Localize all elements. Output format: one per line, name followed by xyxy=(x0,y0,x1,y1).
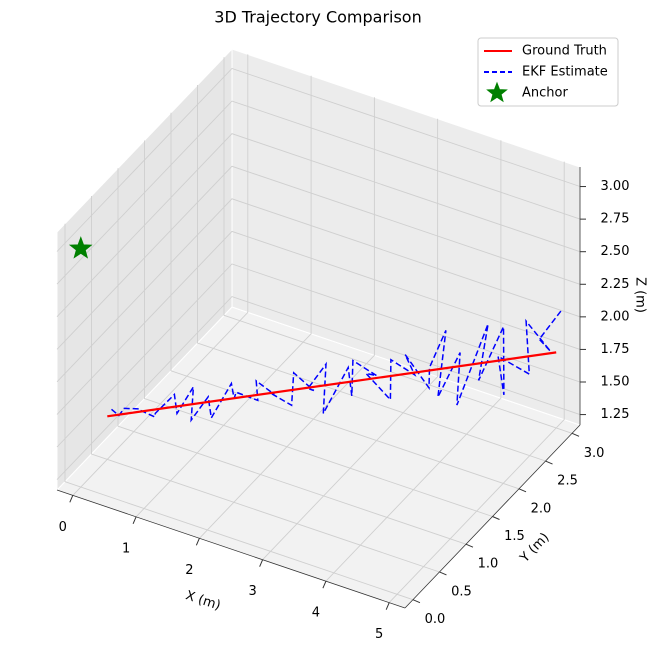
y-tick-label: 0.5 xyxy=(451,584,472,599)
grid-line xyxy=(64,223,414,601)
x-tick xyxy=(195,538,200,546)
axes: 0 1 2 3 4 5 0.0 0.5 1.0 1.5 2.0 2.5 3.0 1.25 1.50 1.75 2… xyxy=(56,167,630,642)
x-tick-label: 1 xyxy=(122,541,130,556)
x-tick xyxy=(322,580,327,589)
z-axis-label: Z (m) xyxy=(633,277,648,313)
plot-area xyxy=(68,236,562,423)
x-tick xyxy=(385,602,390,610)
grid-line xyxy=(56,230,581,415)
y-tick-label: 3.0 xyxy=(584,446,605,461)
y-tick-label: 0.0 xyxy=(425,612,446,627)
x-tick xyxy=(69,495,74,503)
y-tick-label: 2.0 xyxy=(531,501,552,516)
x-tick-label: 0 xyxy=(59,520,67,535)
grid-line xyxy=(144,140,493,517)
legend-box xyxy=(477,37,619,107)
chart-title: 3D Trajectory Comparison xyxy=(214,8,421,27)
grid-line xyxy=(199,97,375,539)
z-tick-label: 3.00 xyxy=(601,179,630,194)
z-tick-label: 2.50 xyxy=(601,244,630,259)
grid-line xyxy=(170,112,520,490)
y-tick xyxy=(518,488,527,493)
z-tick-label: 1.75 xyxy=(601,342,630,357)
x-tick-label: 5 xyxy=(375,627,383,642)
panes xyxy=(56,47,581,609)
grid-line xyxy=(91,196,440,573)
legend-label: EKF Estimate xyxy=(522,65,608,80)
grid-line xyxy=(56,100,581,285)
grid-line xyxy=(135,75,312,518)
x-tick-label: 2 xyxy=(185,563,193,578)
grid-line xyxy=(56,133,581,318)
legend-marker xyxy=(486,81,508,103)
grid xyxy=(56,54,581,603)
grid-line xyxy=(117,168,467,545)
x-tick xyxy=(259,559,264,567)
legend-label: Ground Truth xyxy=(522,44,607,59)
trajectory-line xyxy=(107,351,557,418)
grid-line xyxy=(388,161,565,603)
z-tick-label: 2.75 xyxy=(601,212,630,227)
y-tick xyxy=(439,571,447,576)
y-tick xyxy=(465,543,474,548)
z-tick-label: 1.50 xyxy=(601,375,630,390)
anchor-marker xyxy=(68,236,93,259)
grid-line xyxy=(56,67,581,252)
legend: Ground Truth EKF Estimate Anchor xyxy=(477,37,619,107)
z-tick-label: 2.25 xyxy=(601,277,630,292)
x-tick-label: 3 xyxy=(248,584,256,599)
grid-line xyxy=(197,85,546,462)
legend-label: Anchor xyxy=(522,86,568,101)
y-tick-label: 2.5 xyxy=(557,474,578,489)
grid-line xyxy=(325,140,502,582)
grid-line xyxy=(56,296,581,480)
x-axis-line xyxy=(56,489,406,609)
y-tick-label: 1.5 xyxy=(504,529,525,544)
grid-line xyxy=(223,57,573,434)
z-tick-label: 2.00 xyxy=(601,309,630,324)
x-axis-label: X (m) xyxy=(184,588,223,613)
y-tick xyxy=(571,432,580,437)
grid-line xyxy=(72,54,249,496)
x-tick xyxy=(132,516,137,525)
grid-line xyxy=(56,263,581,448)
y-tick xyxy=(412,599,421,604)
y-tick xyxy=(492,516,500,520)
z-tick-label: 1.25 xyxy=(601,407,630,422)
y-tick-label: 1.0 xyxy=(478,557,499,572)
grid-line xyxy=(56,198,581,383)
y-tick xyxy=(545,460,553,465)
grid-line xyxy=(56,165,581,350)
x-tick-label: 4 xyxy=(312,606,320,621)
grid-line xyxy=(262,118,439,561)
